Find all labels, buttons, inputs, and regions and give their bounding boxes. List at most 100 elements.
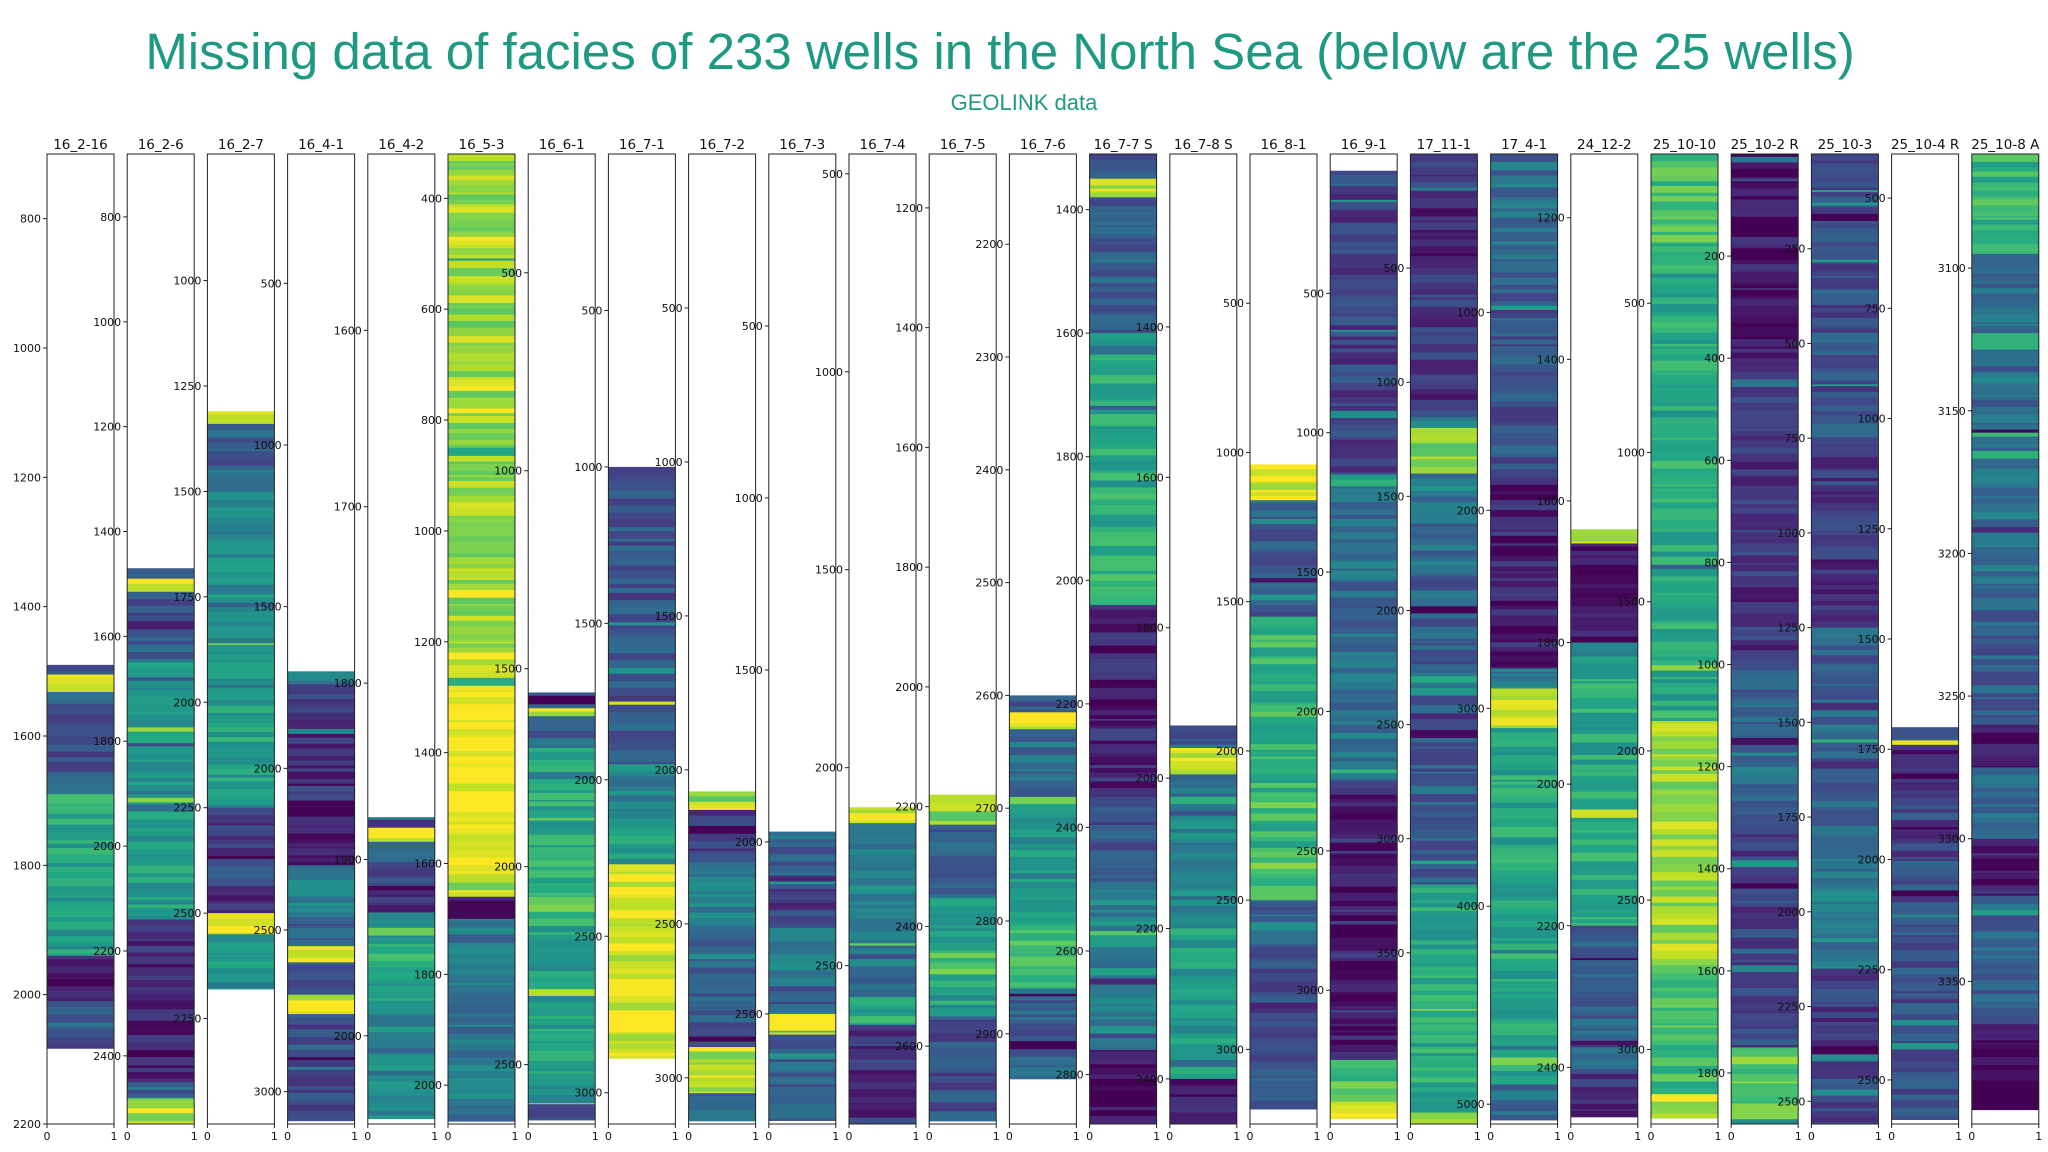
facies-stripe: [1330, 561, 1398, 570]
facies-stripe: [1410, 533, 1478, 539]
facies-stripe: [528, 692, 596, 697]
facies-stripe: [608, 791, 676, 796]
facies-stripe: [1651, 997, 1718, 1006]
facies-stripe: [1651, 384, 1718, 389]
facies-stripe: [1330, 842, 1398, 852]
facies-stripe: [1009, 1000, 1077, 1004]
facies-stripe: [127, 782, 195, 786]
facies-stripe: [1971, 750, 2039, 757]
facies-stripe: [1490, 700, 1558, 705]
facies-stripe: [688, 939, 756, 947]
facies-stripe: [849, 990, 916, 998]
facies-stripe: [528, 885, 596, 894]
facies-stripe: [448, 463, 515, 472]
facies-stripe: [1490, 566, 1558, 570]
facies-stripe: [1651, 679, 1718, 684]
facies-stripe: [1009, 1064, 1077, 1068]
facies-stripe: [448, 1024, 515, 1028]
facies-stripe: [688, 906, 756, 913]
facies-stripe: [1570, 717, 1638, 725]
facies-stripe: [1330, 597, 1398, 602]
facies-stripe: [768, 861, 836, 866]
facies-stripe: [1651, 370, 1718, 376]
facies-stripe: [1330, 950, 1398, 954]
facies-stripe: [448, 1050, 515, 1058]
facies-stripe: [1971, 618, 2039, 623]
facies-stripe: [1811, 825, 1879, 830]
facies-stripe: [849, 983, 916, 991]
facies-stripe: [367, 961, 435, 968]
facies-stripe: [1811, 196, 1879, 204]
facies-stripe: [287, 1088, 355, 1091]
facies-stripe: [287, 892, 355, 897]
facies-stripe: [1089, 653, 1157, 658]
facies-stripe: [287, 707, 355, 714]
facies-stripe: [1731, 752, 1799, 757]
facies-stripe: [367, 890, 435, 896]
facies-stripe: [127, 954, 195, 957]
facies-stripe: [127, 1034, 195, 1040]
facies-stripe: [1891, 1061, 1959, 1069]
facies-stripe: [1570, 680, 1638, 684]
facies-stripe: [688, 873, 756, 876]
facies-stripe: [127, 980, 195, 988]
facies-stripe: [1089, 429, 1157, 438]
facies-stripe: [929, 863, 997, 872]
facies-stripe: [1330, 568, 1398, 571]
facies-stripe: [1731, 953, 1799, 961]
facies-stripe: [1651, 498, 1718, 503]
facies-stripe: [1811, 480, 1879, 486]
facies-stripe: [849, 844, 916, 850]
facies-stripe: [1811, 227, 1879, 235]
facies-stripe: [1410, 898, 1478, 901]
facies-stripe: [1570, 613, 1638, 618]
facies-stripe: [688, 809, 756, 817]
facies-stripe: [1009, 986, 1077, 989]
x-tick-label: 1: [592, 1130, 599, 1143]
facies-stripe: [1891, 974, 1959, 979]
facies-stripe: [1250, 1096, 1317, 1102]
facies-stripe: [1731, 1025, 1799, 1030]
facies-stripe: [1971, 868, 2039, 872]
facies-stripe: [1169, 740, 1237, 746]
facies-stripe: [1570, 679, 1638, 682]
facies-stripe: [287, 1115, 355, 1119]
facies-stripe: [608, 981, 676, 991]
facies-stripe: [528, 1073, 596, 1080]
facies-stripe: [207, 421, 275, 425]
facies-stripe: [1250, 555, 1317, 559]
facies-stripe: [1971, 546, 2039, 556]
facies-stripe: [1891, 982, 1959, 992]
facies-stripe: [528, 866, 596, 871]
facies-stripe: [448, 495, 515, 503]
facies-stripe: [1490, 991, 1558, 995]
facies-stripe: [1971, 325, 2039, 329]
facies-stripe: [1811, 989, 1879, 996]
facies-stripe: [1089, 358, 1157, 361]
facies-stripe: [448, 991, 515, 997]
facies-stripe: [1490, 891, 1558, 897]
x-tick-label: 0: [1648, 1130, 1655, 1143]
facies-stripe: [1731, 346, 1799, 350]
y-tick-label: 200: [1704, 250, 1725, 263]
facies-stripe: [1089, 710, 1157, 716]
facies-stripe: [448, 816, 515, 823]
facies-stripe: [1891, 978, 1959, 984]
facies-stripe: [929, 987, 997, 996]
x-tick-label: 1: [752, 1130, 759, 1143]
y-tick-label: 500: [822, 168, 843, 181]
facies-stripe: [47, 674, 114, 678]
facies-stripe: [1410, 359, 1478, 366]
facies-stripe: [127, 650, 195, 653]
facies-stripe: [448, 507, 515, 517]
facies-stripe: [367, 972, 435, 981]
facies-stripe: [1009, 1067, 1077, 1077]
facies-stripe: [1490, 868, 1558, 871]
facies-stripe: [688, 852, 756, 858]
facies-stripe: [1891, 884, 1959, 891]
facies-stripe: [1330, 1067, 1398, 1077]
facies-stripe: [448, 204, 515, 208]
facies-stripe: [1731, 983, 1799, 989]
facies-stripe: [1089, 603, 1157, 606]
facies-stripe: [287, 1000, 355, 1005]
